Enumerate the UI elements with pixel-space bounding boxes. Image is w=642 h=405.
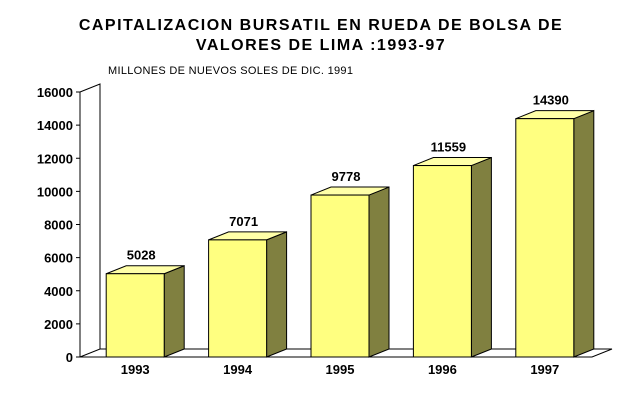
bar-side-face bbox=[368, 186, 390, 358]
chart-title-line-2: VALORES DE LIMA :1993-97 bbox=[195, 37, 447, 54]
bar bbox=[412, 165, 472, 358]
bar-side-face bbox=[573, 109, 595, 358]
y-tick-label: 10000 bbox=[37, 184, 73, 199]
data-label: 5028 bbox=[127, 248, 156, 263]
chart-subtitle: MILLONES DE NUEVOS SOLES DE DIC. 1991 bbox=[108, 65, 354, 77]
data-label: 14390 bbox=[533, 93, 569, 108]
x-tick-label: 1994 bbox=[223, 362, 253, 377]
bar bbox=[515, 118, 575, 358]
y-tick-label: 12000 bbox=[37, 151, 73, 166]
x-tick-label: 1995 bbox=[326, 362, 355, 377]
y-tick-label: 14000 bbox=[37, 118, 73, 133]
data-label: 7071 bbox=[229, 214, 258, 229]
y-tick-label: 2000 bbox=[44, 317, 73, 332]
y-tick-label: 6000 bbox=[44, 251, 73, 266]
data-label: 9778 bbox=[332, 169, 361, 184]
x-tick-label: 1993 bbox=[121, 362, 150, 377]
y-tick-label: 8000 bbox=[44, 218, 73, 233]
bar bbox=[105, 273, 165, 358]
data-label: 11559 bbox=[431, 140, 466, 155]
back-wall-edge bbox=[79, 83, 101, 349]
y-tick-label: 16000 bbox=[37, 85, 73, 100]
chart-title-line-1: CAPITALIZACION BURSATIL EN RUEDA DE BOLS… bbox=[78, 17, 564, 34]
y-tick-label: 0 bbox=[66, 350, 73, 365]
x-tick-label: 1997 bbox=[530, 362, 559, 377]
bar-side-face bbox=[470, 156, 492, 358]
bar bbox=[310, 194, 370, 358]
bar-side-face bbox=[163, 264, 185, 358]
y-tick-label: 4000 bbox=[44, 284, 73, 299]
bar bbox=[208, 239, 268, 358]
bar-side-face bbox=[266, 231, 288, 358]
x-tick-label: 1996 bbox=[428, 362, 457, 377]
